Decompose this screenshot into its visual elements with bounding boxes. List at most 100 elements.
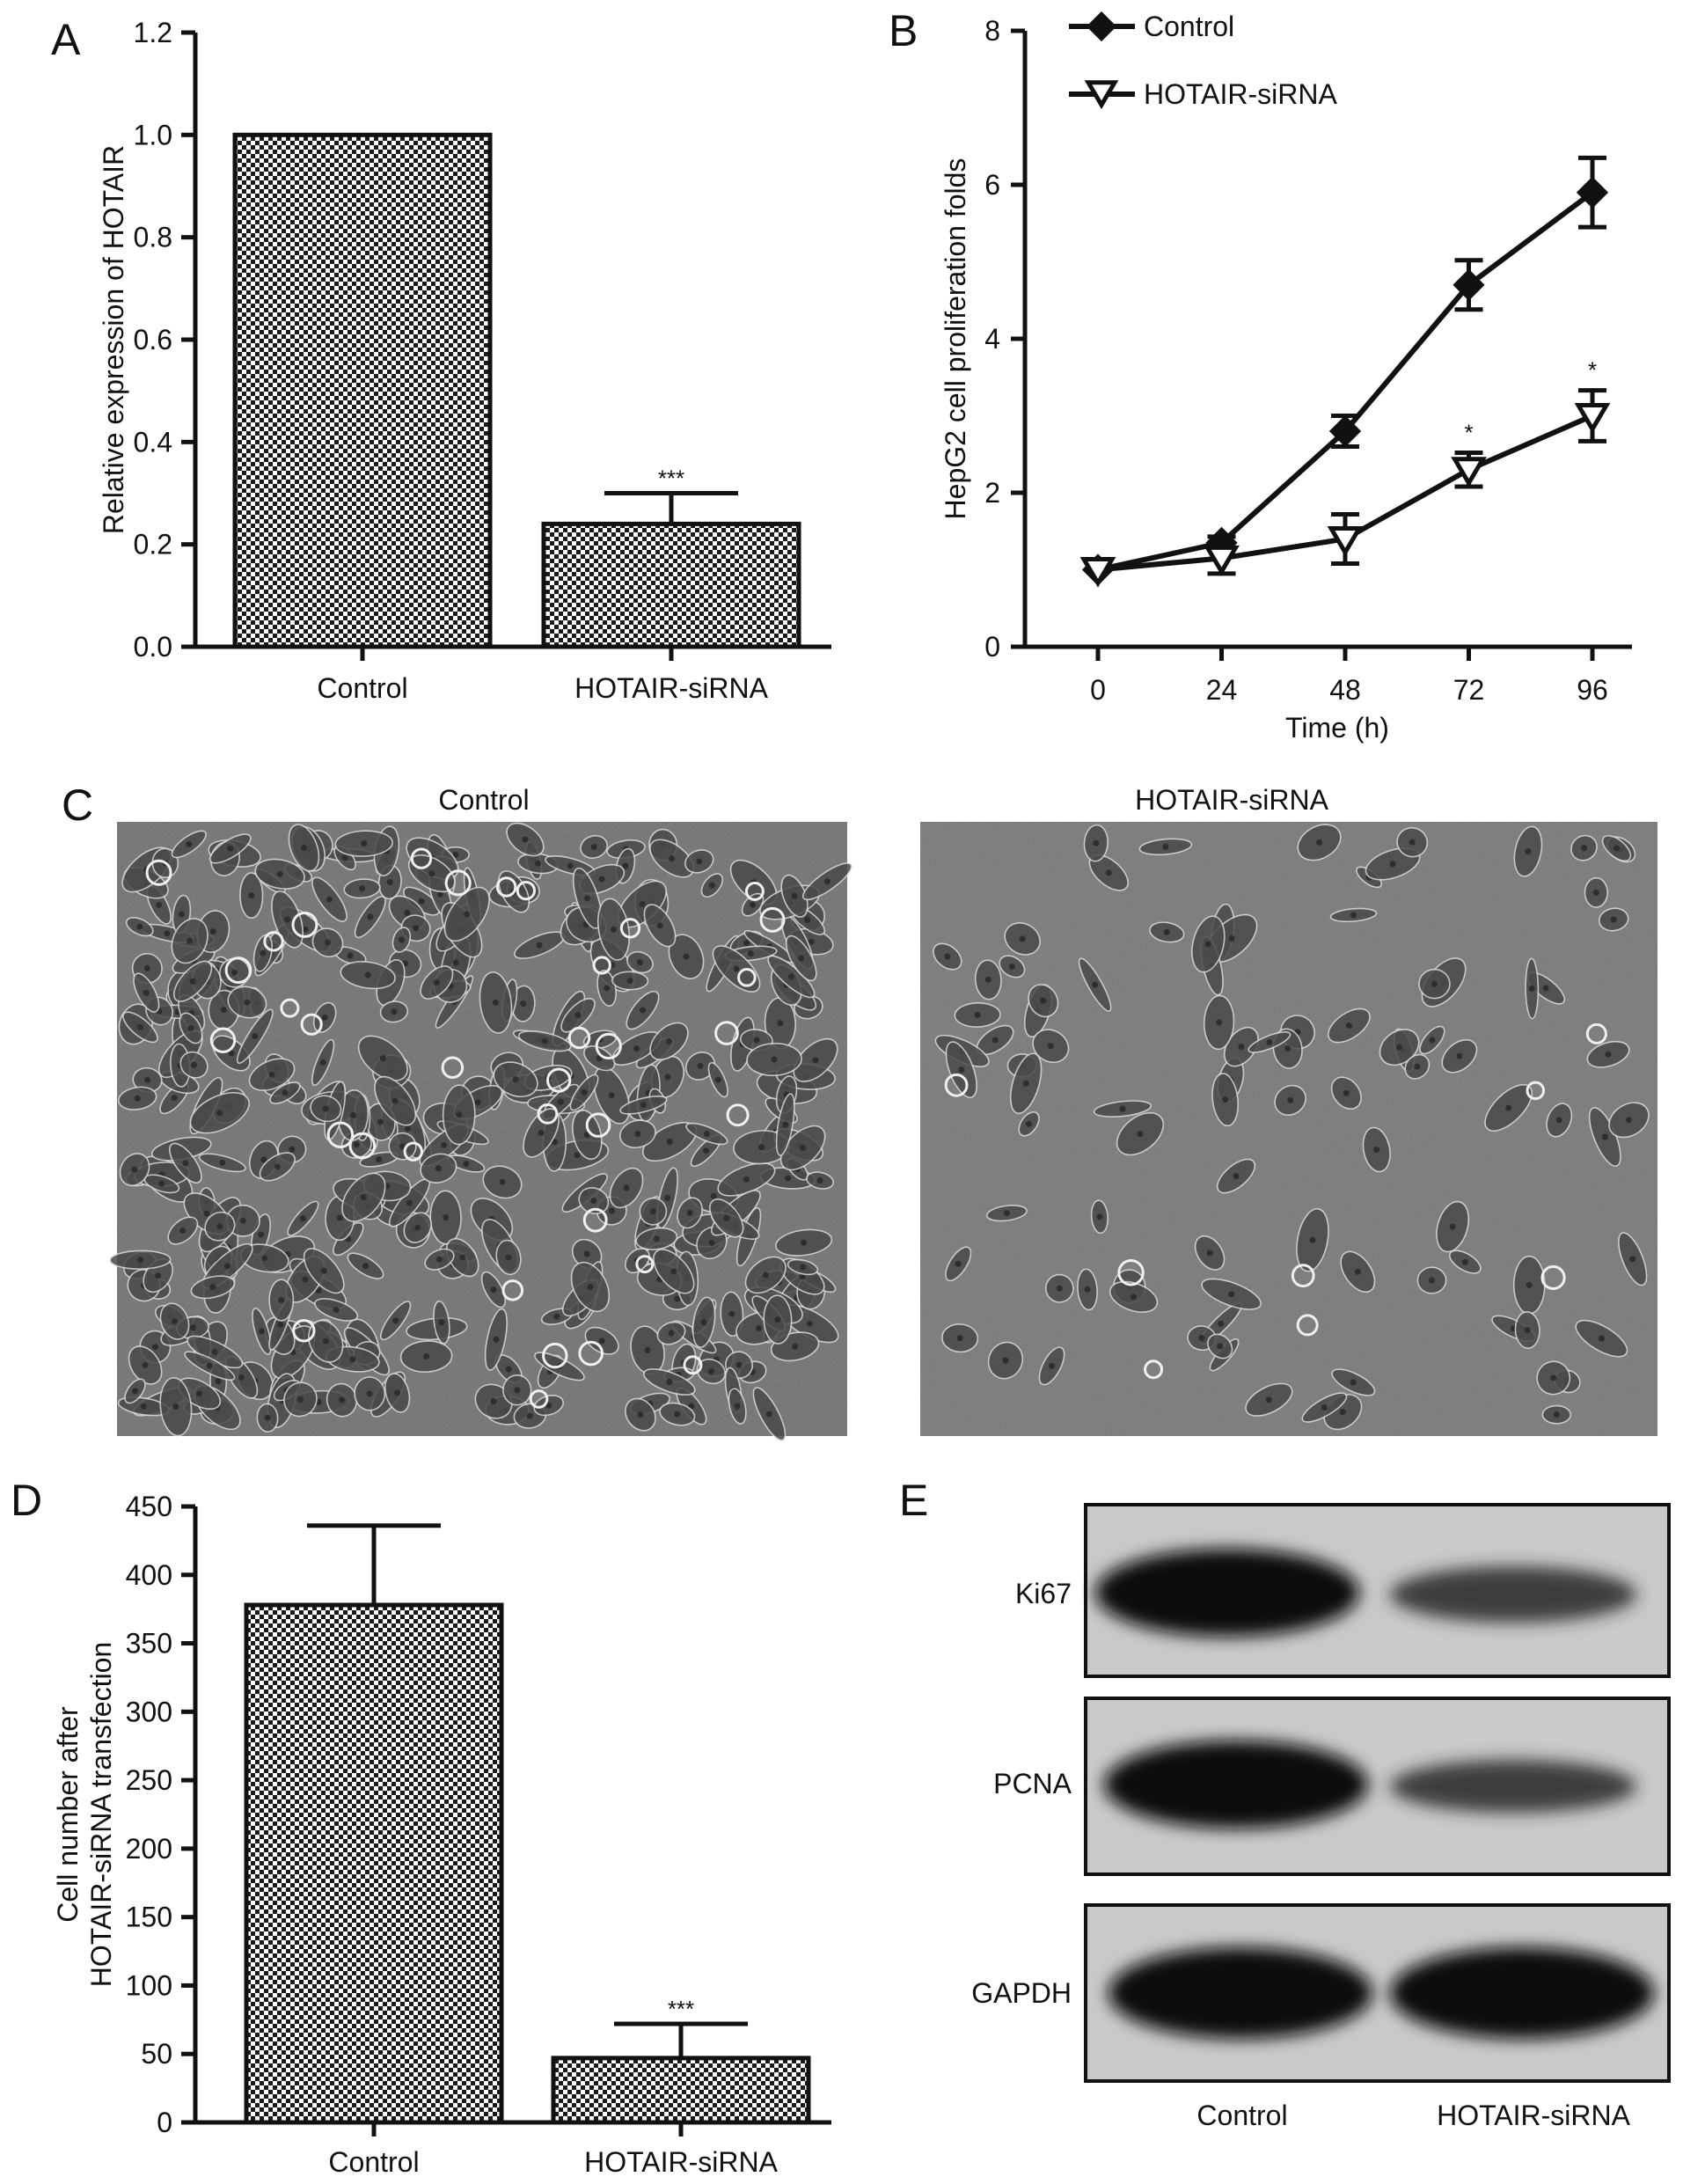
blot-band-ki67-control (1095, 1549, 1359, 1637)
cell-nucleus (656, 922, 663, 929)
cell-nucleus (155, 1272, 162, 1279)
cell-nucleus (1542, 985, 1549, 992)
cell-nucleus (664, 1194, 671, 1201)
cell-nucleus (261, 1255, 268, 1262)
cell-nucleus (215, 1378, 222, 1385)
cell-nucleus (1204, 941, 1211, 948)
cell-nucleus (379, 1055, 386, 1062)
cell-nucleus (131, 1166, 138, 1173)
cell-nucleus (1137, 1131, 1144, 1138)
round-cell (714, 1021, 739, 1045)
cell-nucleus (1524, 1326, 1531, 1333)
cell-nucleus (545, 1402, 552, 1409)
y-tick-label: 1.0 (134, 119, 172, 150)
cell-nucleus (140, 1403, 147, 1410)
cell-nucleus (187, 1024, 194, 1031)
x-tick-label-control: Control (328, 2146, 419, 2178)
cell-nucleus (428, 870, 435, 877)
cell-nucleus (734, 1403, 741, 1410)
cell-nucleus (1610, 916, 1617, 923)
cell-nucleus (608, 1207, 615, 1214)
cell-nucleus (326, 896, 333, 903)
y-tick-label: 0.8 (134, 222, 172, 253)
round-cell (542, 1342, 568, 1369)
cell-nucleus (791, 892, 798, 899)
cell-nucleus (299, 1215, 306, 1222)
cell-nucleus (992, 1037, 999, 1044)
cell-nucleus (1625, 1117, 1632, 1124)
cell-nucleus (1228, 1291, 1235, 1298)
cell-nucleus (728, 1310, 735, 1317)
cell-nucleus (158, 1180, 165, 1187)
cell-nucleus (703, 1147, 710, 1154)
cell-nucleus (171, 1095, 178, 1102)
round-cell (619, 918, 641, 939)
blot-band-ki67-hotair-sirna (1390, 1566, 1636, 1623)
cell-nucleus (1056, 1285, 1063, 1292)
cell-nucleus (474, 1099, 481, 1106)
cell-nucleus (276, 870, 283, 877)
cell-nucleus (463, 1161, 470, 1168)
panel-e-western-blot: Ki67 PCNA GAPDH Control HOTAIR-siRNA (971, 1503, 1671, 2131)
cell-nucleus (686, 1209, 693, 1216)
cell-nucleus (1396, 1044, 1403, 1051)
cell-nucleus (670, 1268, 677, 1275)
panel-d-bar-chart: 0 50 100 150 200 250 300 350 400 450 Cell number a… (52, 1491, 831, 2178)
cell-nucleus (723, 1214, 730, 1221)
y-tick-label: 350 (126, 1628, 172, 1660)
cell-nucleus (1216, 1019, 1223, 1026)
cell-nucleus (787, 973, 794, 980)
cell-nucleus (955, 1260, 962, 1267)
cell-nucleus (806, 1320, 813, 1327)
cell-nucleus (664, 1074, 671, 1081)
data-point-hotair-sirna (1079, 557, 1116, 588)
cell-nucleus (535, 860, 542, 867)
cell-nucleus (637, 1411, 644, 1418)
cell-nucleus (1228, 935, 1235, 942)
round-cell (410, 847, 433, 869)
cell-nucleus (710, 1192, 717, 1199)
cell-nucleus (634, 1131, 641, 1138)
cell-nucleus (622, 862, 629, 869)
cell-nucleus (1040, 997, 1047, 1004)
cell-nucleus (321, 1014, 328, 1021)
cell-nucleus (1343, 1089, 1350, 1096)
round-cell (1296, 1314, 1319, 1337)
cell-nucleus (302, 1276, 309, 1283)
cell-nucleus (341, 854, 348, 861)
cell-nucleus (640, 1102, 647, 1109)
round-cell (495, 876, 517, 898)
cell-nucleus (490, 1398, 497, 1405)
blot-row-gapdh: GAPDH (971, 1903, 1671, 2083)
cell-nucleus (574, 1012, 582, 1019)
cell-nucleus (522, 836, 529, 843)
cell-nucleus (520, 1000, 527, 1008)
cell-nucleus (1373, 1146, 1380, 1153)
legend: Control HOTAIR-siRNA (1069, 11, 1338, 110)
x-tick-label: 0 (1090, 674, 1106, 706)
cell-nucleus (1456, 1052, 1463, 1059)
cell-nucleus (1429, 1277, 1436, 1284)
round-cell (145, 859, 172, 886)
data-point-hotair-sirna (1451, 457, 1487, 487)
cell-nucleus (697, 1062, 704, 1069)
cell-nucleus (296, 1396, 304, 1403)
cell-nucleus (785, 1175, 792, 1182)
cell-nucleus (505, 1366, 512, 1373)
cell-nucleus (278, 1297, 285, 1304)
round-cell (209, 1027, 237, 1053)
cell-nucleus (238, 1374, 245, 1381)
cell-nucleus (584, 895, 591, 902)
cell-nucleus (322, 1338, 329, 1345)
cell-nucleus (493, 1336, 500, 1343)
y-axis-label: HepG2 cell proliferation folds (940, 158, 971, 520)
round-cell (348, 1132, 377, 1160)
cell-nucleus (367, 913, 374, 920)
blot-band-gapdh-control (1109, 1947, 1372, 2039)
cell-nucleus (587, 1283, 594, 1290)
cell-nucleus (633, 1045, 640, 1052)
cell-nucleus (406, 1199, 413, 1206)
data-point-control (1576, 176, 1609, 209)
cell-nucleus (220, 1007, 227, 1014)
cell-nucleus (505, 1254, 512, 1261)
